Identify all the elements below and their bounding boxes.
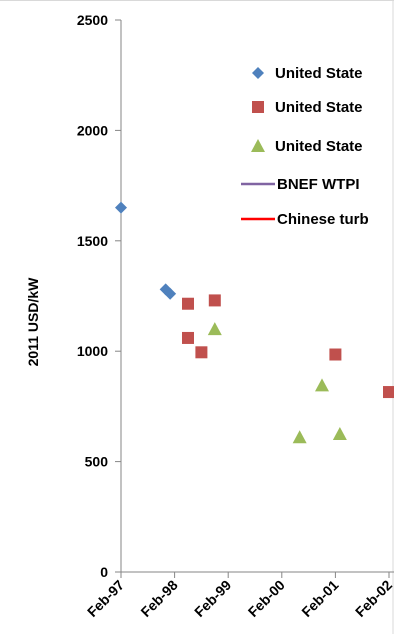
legend-marker [252,101,264,113]
data-point [164,287,177,300]
x-tick-label: Feb-01 [298,577,341,620]
y-axis-label: 2011 USD/kW [25,277,41,366]
data-point [383,386,394,399]
y-tick-label: 500 [85,454,109,470]
x-tick-label: Feb-02 [352,577,394,620]
data-point [182,331,194,344]
x-tick-label: Feb-00 [245,577,288,620]
data-point [329,348,342,361]
data-points [115,201,394,444]
legend: United State United State United State BNEF… [241,65,369,228]
legend-marker [251,139,265,152]
x-tick-label: Feb-99 [191,577,234,620]
data-point [115,201,127,214]
data-point [182,297,194,310]
legend-label: United State [275,99,363,116]
data-point [208,294,221,307]
data-point [332,427,347,440]
legend-marker [252,67,264,79]
legend-label: Chinese turb [277,211,369,228]
x-tick-label: Feb-97 [84,577,127,620]
y-tick-label: 1000 [77,343,108,359]
legend-label: United State [275,138,363,155]
data-point [292,430,307,444]
legend-label: BNEF WTPI [277,176,360,193]
data-point [315,378,329,392]
x-axis: Feb-97 Feb-98 Feb-99 Feb-00 Feb-01 Feb-02 [84,571,394,620]
y-tick-label: 0 [100,564,108,580]
y-axis: 0 500 1000 1500 2000 2500 [77,12,122,580]
y-tick-label: 2000 [77,122,108,138]
y-tick-label: 1500 [77,233,108,249]
x-tick-label: Feb-98 [137,577,180,620]
data-point [207,322,222,336]
y-tick-label: 2500 [77,12,108,28]
legend-label: United State [275,65,363,82]
data-point [195,346,208,359]
